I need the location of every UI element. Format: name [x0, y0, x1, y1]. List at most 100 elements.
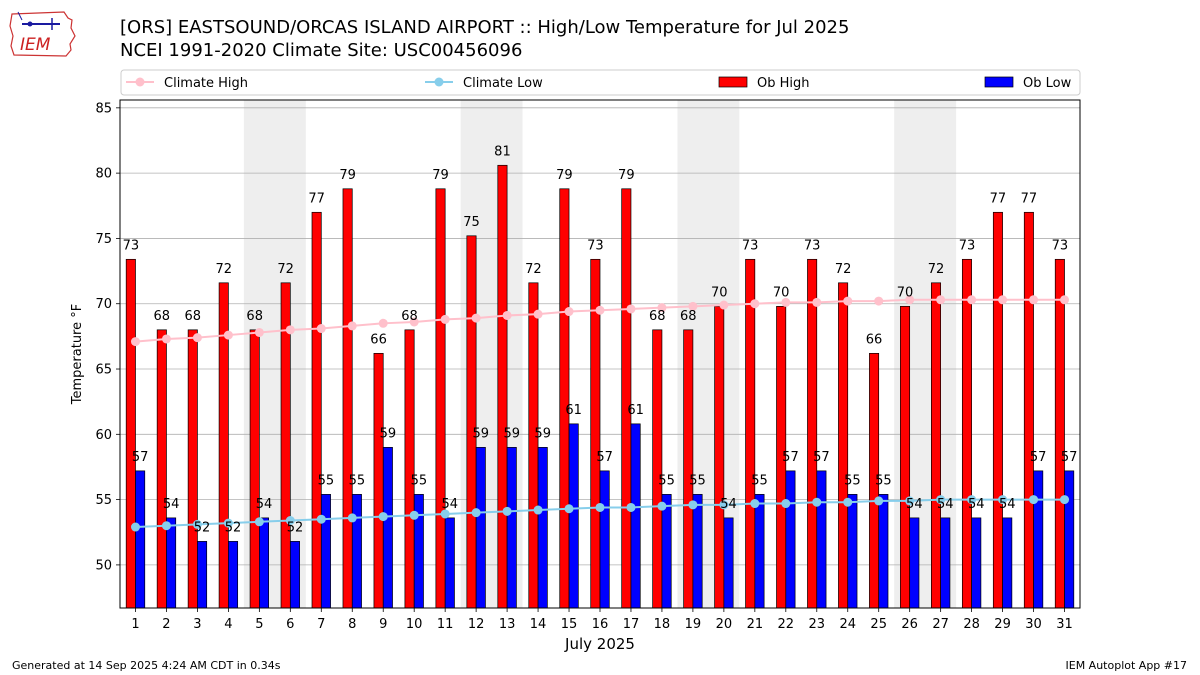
climate-low-point — [967, 495, 977, 505]
y-tick-label: 70 — [95, 297, 112, 312]
bar-ob-low — [847, 494, 858, 609]
bar-ob-high — [838, 282, 849, 609]
legend-ob-low-label: Ob Low — [1023, 76, 1072, 91]
bar-ob-low — [692, 494, 703, 609]
ob-high-data-label: 73 — [587, 238, 604, 253]
climate-low-point — [564, 504, 574, 514]
x-tick-label: 29 — [994, 617, 1011, 632]
y-tick-label: 85 — [95, 101, 112, 116]
x-tick-label: 4 — [224, 617, 232, 632]
x-tick-label: 27 — [932, 617, 949, 632]
y-tick-label: 50 — [95, 558, 112, 573]
climate-high-point — [502, 310, 512, 320]
bar-ob-low — [785, 470, 796, 609]
ob-low-data-label: 55 — [411, 473, 428, 488]
bar-ob-low — [382, 447, 393, 609]
ob-low-data-label: 52 — [225, 520, 242, 535]
climate-low-point — [719, 500, 729, 510]
bar-ob-high — [652, 329, 663, 609]
bar-ob-high — [1023, 211, 1034, 609]
climate-low-point — [316, 514, 326, 524]
chart-title: [ORS] EASTSOUND/ORCAS ISLAND AIRPORT :: … — [120, 17, 850, 38]
bar-ob-low — [971, 517, 982, 609]
x-tick-label: 21 — [747, 617, 764, 632]
legend-ob-high-label: Ob High — [757, 76, 810, 91]
bar-ob-high — [404, 329, 415, 609]
ob-high-data-label: 79 — [339, 168, 356, 183]
ob-high-data-label: 66 — [370, 332, 387, 347]
ob-low-data-label: 55 — [875, 473, 892, 488]
bar-ob-low — [444, 517, 455, 609]
legend-climate-high-label: Climate High — [164, 76, 248, 91]
bar-ob-high — [342, 188, 353, 609]
bar-ob-high — [125, 258, 136, 609]
bar-ob-low — [661, 494, 672, 609]
climate-low-point — [874, 496, 884, 506]
ob-high-data-label: 70 — [773, 285, 790, 300]
ob-high-data-label: 68 — [649, 309, 666, 324]
ob-low-data-label: 54 — [442, 497, 459, 512]
ob-high-data-label: 72 — [277, 262, 294, 277]
y-tick-label: 75 — [95, 232, 112, 247]
ob-low-data-label: 57 — [1061, 450, 1078, 465]
x-tick-label: 26 — [901, 617, 918, 632]
bar-ob-high — [187, 329, 198, 609]
y-tick-label: 55 — [95, 493, 112, 508]
bar-ob-high — [249, 329, 260, 609]
chart-subtitle: NCEI 1991-2020 Climate Site: USC00456096 — [120, 40, 523, 61]
climate-low-point — [812, 497, 822, 507]
ob-low-data-label: 59 — [473, 426, 490, 441]
climate-low-point — [998, 495, 1008, 505]
ob-high-data-label: 77 — [990, 191, 1007, 206]
ob-high-data-label: 68 — [680, 309, 697, 324]
bar-ob-low — [166, 517, 177, 609]
ob-low-data-label: 54 — [937, 497, 954, 512]
bar-ob-low — [228, 541, 239, 609]
ob-high-data-label: 70 — [897, 285, 914, 300]
x-tick-label: 2 — [162, 617, 170, 632]
ob-high-data-label: 68 — [185, 309, 202, 324]
bar-ob-low — [259, 517, 269, 609]
ob-low-data-label: 55 — [689, 473, 706, 488]
climate-low-point — [161, 521, 171, 531]
bar-ob-low — [1033, 470, 1044, 609]
ob-low-data-label: 54 — [720, 497, 737, 512]
bar-ob-low — [197, 541, 208, 609]
legend-climate-low-marker — [434, 77, 444, 87]
climate-high-point — [409, 317, 419, 327]
x-tick-label: 16 — [592, 617, 609, 632]
x-tick-label: 19 — [685, 617, 702, 632]
climate-high-point — [564, 307, 574, 317]
bar-ob-high — [961, 258, 972, 609]
ob-low-data-label: 61 — [565, 403, 582, 418]
bar-ob-low — [630, 423, 641, 609]
ob-high-data-label: 66 — [866, 332, 883, 347]
ob-low-data-label: 61 — [627, 403, 644, 418]
x-tick-label: 15 — [561, 617, 578, 632]
bar-ob-low — [816, 470, 827, 609]
ob-high-data-label: 75 — [463, 215, 480, 230]
climate-high-point — [781, 297, 791, 307]
ob-high-data-label: 72 — [215, 262, 232, 277]
ob-high-data-label: 73 — [742, 238, 759, 253]
x-tick-label: 25 — [870, 617, 887, 632]
ob-low-data-label: 52 — [287, 520, 304, 535]
bar-ob-low — [568, 423, 579, 609]
climate-low-point — [285, 516, 295, 526]
bar-ob-low — [475, 447, 486, 609]
climate-high-point — [1029, 295, 1039, 305]
x-tick-label: 1 — [131, 617, 139, 632]
ob-low-data-label: 55 — [658, 473, 675, 488]
iem-logo: IEM — [8, 6, 80, 58]
climate-low-point — [936, 495, 946, 505]
y-tick-label: 60 — [95, 428, 112, 443]
bar-ob-high — [900, 305, 911, 609]
climate-high-point — [905, 295, 915, 305]
climate-high-point — [347, 321, 357, 331]
ob-low-data-label: 57 — [782, 450, 799, 465]
x-tick-label: 7 — [317, 617, 325, 632]
bar-ob-low — [506, 447, 517, 609]
y-tick-label: 80 — [95, 167, 112, 182]
bar-ob-high — [435, 188, 446, 609]
